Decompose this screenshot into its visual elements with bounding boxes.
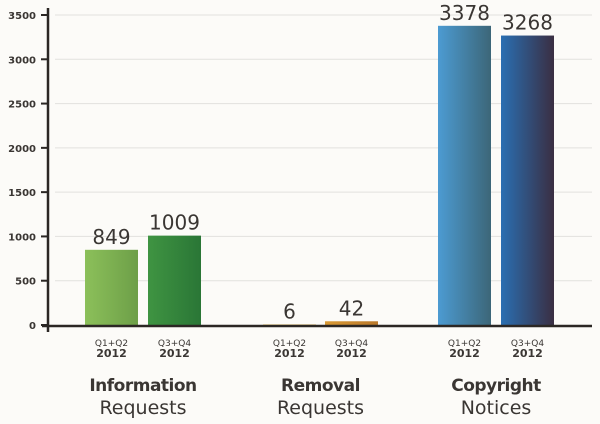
period-label: Q3+Q4 [158, 339, 191, 349]
period-label: Q1+Q2 [448, 339, 481, 349]
group-title: Copyright [451, 376, 541, 396]
group-subtitle: Requests [99, 397, 186, 419]
y-tick-label: 3000 [8, 55, 36, 66]
group-title: Removal [281, 376, 360, 396]
y-tick-label: 0 [29, 321, 36, 332]
data-label: 6 [283, 299, 296, 323]
y-tick-label: 3500 [8, 11, 36, 22]
data-label: 42 [339, 296, 364, 320]
year-label: 2012 [449, 347, 480, 360]
period-label: Q3+Q4 [511, 339, 544, 349]
y-tick-label: 2500 [8, 100, 36, 111]
group-subtitle: Notices [461, 397, 532, 419]
bar [501, 35, 554, 325]
group-title: Information [89, 376, 196, 396]
year-label: 2012 [512, 347, 543, 360]
year-label: 2012 [336, 347, 367, 360]
bar [148, 235, 201, 325]
period-label: Q1+Q2 [95, 339, 128, 349]
period-label: Q1+Q2 [273, 339, 306, 349]
y-tick-label: 500 [15, 277, 36, 288]
group-subtitle: Requests [277, 397, 364, 419]
year-label: 2012 [96, 347, 127, 360]
y-tick-label: 1500 [8, 188, 36, 199]
bar [325, 321, 378, 325]
y-tick-label: 2000 [8, 144, 36, 155]
y-tick-label: 1000 [8, 232, 36, 243]
data-label: 849 [92, 225, 130, 249]
year-label: 2012 [274, 347, 305, 360]
bar [85, 249, 138, 325]
data-label: 3268 [502, 11, 553, 35]
period-label: Q3+Q4 [335, 339, 368, 349]
year-label: 2012 [159, 347, 190, 360]
data-label: 1009 [149, 211, 200, 235]
data-label: 3378 [439, 1, 490, 25]
bar [438, 25, 491, 325]
